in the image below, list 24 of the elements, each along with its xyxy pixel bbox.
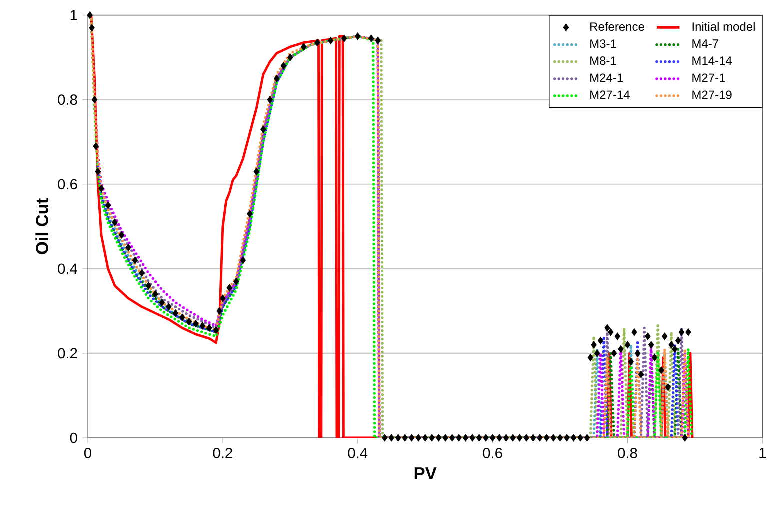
legend-label: M27-14 <box>590 90 630 100</box>
legend-label: M4-7 <box>692 40 718 48</box>
x-tick-label: 0.6 <box>483 448 502 458</box>
y-tick-label: 0.2 <box>58 348 78 359</box>
x-tick-label: 0.8 <box>618 448 638 458</box>
x-tick-label: 0 <box>84 448 92 458</box>
legend-label: Initial model <box>692 22 755 32</box>
y-tick-label: 0.8 <box>58 94 78 106</box>
legend-label: M27-19 <box>692 90 732 100</box>
x-tick-label: 0.4 <box>348 448 368 458</box>
legend-label: M14-14 <box>692 56 732 65</box>
legend-label: Reference <box>590 22 644 32</box>
legend-label: M27-1 <box>692 74 726 82</box>
y-axis-title: Oil Cut <box>36 198 48 254</box>
x-axis-title: PV <box>414 468 437 480</box>
x-tick-label: 1 <box>760 448 766 458</box>
x-tick-label: 0.2 <box>213 448 232 458</box>
legend-label: M8-1 <box>590 56 616 66</box>
legend-label: M3-1 <box>590 40 616 48</box>
legend-label: M24-1 <box>590 74 623 82</box>
y-tick-label: 0 <box>70 432 78 444</box>
y-tick-label: 0.4 <box>58 264 78 274</box>
y-tick-label: 1 <box>70 10 78 20</box>
y-tick-label: 0.6 <box>58 179 78 190</box>
